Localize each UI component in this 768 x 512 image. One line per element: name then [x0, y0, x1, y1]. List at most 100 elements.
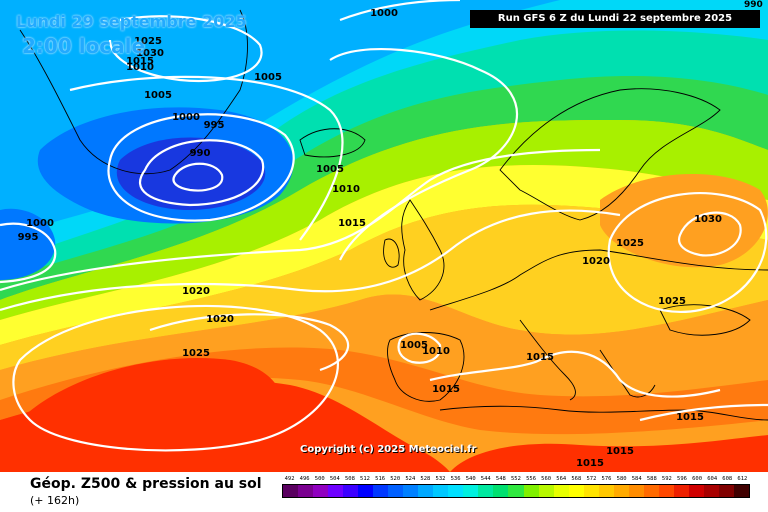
- coast-greenland: [19, 9, 248, 175]
- scale-tick: 552: [510, 476, 521, 482]
- coast-iceland: [299, 128, 366, 158]
- scale-tick: 512: [360, 476, 370, 482]
- isobar-label: 1015: [606, 446, 634, 457]
- scale-swatch: [733, 485, 749, 497]
- scale-tick: 608: [722, 476, 733, 482]
- z500-band-deep-blue: [116, 137, 266, 210]
- scale-tick: 568: [571, 476, 582, 482]
- isobar-990: [172, 162, 224, 192]
- isobar-label: 1010: [422, 346, 450, 357]
- isobar-label: 1020: [582, 256, 610, 267]
- isobar-label: 995: [18, 232, 39, 243]
- scale-swatch: [553, 485, 569, 497]
- isobar-1015-south: [429, 350, 721, 398]
- scale-swatch: [388, 485, 404, 497]
- run-info: Run GFS 6 Z du Lundi 22 septembre 2025: [470, 10, 760, 28]
- isobar-1005-arc: [69, 75, 344, 241]
- scale-swatch: [538, 485, 554, 497]
- scale-tick: 516: [375, 476, 386, 482]
- isobar-1020: [0, 209, 621, 312]
- scale-swatch: [343, 485, 359, 497]
- isobar-label: 1015: [526, 352, 554, 363]
- z500-band-yellow: [0, 165, 768, 345]
- legend-title: Géop. Z500 & pression au sol: [30, 476, 262, 492]
- scale-swatch: [673, 485, 689, 497]
- isobar-label: 1010: [332, 184, 360, 195]
- isobar-label: 1005: [400, 340, 428, 351]
- isobar-label: 1025: [134, 36, 162, 47]
- isobar-label: 1025: [616, 238, 644, 249]
- isobar-label: 1000: [172, 112, 200, 123]
- scale-tick: 536: [450, 476, 461, 482]
- scale-tick: 504: [329, 476, 340, 482]
- scale-tick: 528: [420, 476, 431, 482]
- scale-swatch: [328, 485, 344, 497]
- z500-orange-east-blob: [600, 173, 768, 268]
- isobar-1000-west: [0, 222, 57, 284]
- isobar-label: 1000: [370, 8, 398, 19]
- scale-swatch: [598, 485, 614, 497]
- scale-tick: 544: [480, 476, 491, 482]
- coast-italy: [519, 319, 576, 401]
- scale-swatch: [373, 485, 389, 497]
- isobar-label: 990: [190, 148, 211, 159]
- scale-swatch: [283, 485, 299, 497]
- scale-tick: 592: [661, 476, 672, 482]
- isobar-label: 1005: [316, 164, 344, 175]
- scale-swatch: [613, 485, 629, 497]
- scale-swatch: [718, 485, 734, 497]
- isobar-label: 1015: [338, 218, 366, 229]
- legend-footer: Géop. Z500 & pression au sol (+ 162h) 49…: [0, 472, 768, 512]
- isobar-label: 1030: [694, 214, 722, 225]
- scale-tick: 580: [616, 476, 627, 482]
- scale-swatch: [568, 485, 584, 497]
- z500-band-red-south: [450, 435, 768, 472]
- isobar-label: 1025: [182, 348, 210, 359]
- scale-ticks: 492 496 500 504 508 512 516 520 524 528 532 536 540 5…: [282, 476, 750, 482]
- isobar-label: 1010: [126, 62, 154, 73]
- isobar-label: 1030: [136, 48, 164, 59]
- forecast-time: 2:00 locale: [22, 34, 146, 58]
- legend-subtitle: (+ 162h): [30, 494, 80, 507]
- z500-red-core-atlantic: [20, 358, 284, 467]
- isobars: [0, 0, 768, 452]
- corner-value: 990: [744, 0, 763, 10]
- scale-tick: 556: [526, 476, 537, 482]
- coast-ireland: [383, 238, 400, 268]
- coast-greece: [599, 349, 656, 398]
- isobar-1030-east: [677, 211, 742, 257]
- scale-swatch: [628, 485, 644, 497]
- scale-tick: 584: [631, 476, 642, 482]
- isobar-label: 1025: [658, 296, 686, 307]
- scale-swatch: [583, 485, 599, 497]
- z500-band-yellow-orange: [0, 204, 768, 370]
- isobar-1020-b: [149, 313, 350, 372]
- scale-swatch: [493, 485, 509, 497]
- scale-swatch: [358, 485, 374, 497]
- scale-tick: 600: [692, 476, 703, 482]
- z500-band-lime: [0, 120, 768, 320]
- isobar-label: 1000: [26, 218, 54, 229]
- scale-tick: 576: [601, 476, 612, 482]
- scale-tick: 496: [299, 476, 310, 482]
- map-svg: 1000100510051000995990100510101015100099…: [0, 0, 768, 472]
- scale-tick: 524: [405, 476, 416, 482]
- scale-tick: 500: [314, 476, 325, 482]
- isobar-1025-east: [607, 192, 768, 313]
- scale-tick: 540: [465, 476, 476, 482]
- isobar-1000-top: [339, 0, 461, 22]
- scale-tick: 564: [556, 476, 567, 482]
- copyright: Copyright (c) 2025 Meteociel.fr: [300, 444, 477, 455]
- scale-swatch: [703, 485, 719, 497]
- coast-blacksea: [659, 304, 751, 336]
- coast-europe: [429, 249, 768, 311]
- coast-uk: [401, 199, 445, 301]
- isobar-label: 1015: [576, 458, 604, 469]
- coast-scandinavia: [499, 88, 721, 221]
- isobar-label: 1005: [254, 72, 282, 83]
- isobar-label: 1005: [144, 90, 172, 101]
- scale-swatch: [298, 485, 314, 497]
- isobar-1015-east-south: [639, 403, 768, 422]
- isobar-label: 995: [204, 120, 225, 131]
- z500-band-orange: [0, 294, 768, 400]
